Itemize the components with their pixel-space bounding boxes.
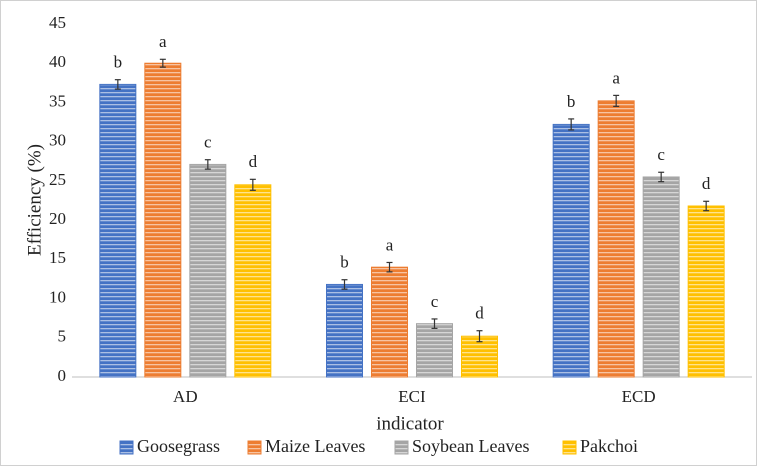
- x-axis-title: indicator: [376, 413, 444, 434]
- significance-letter: a: [386, 235, 394, 254]
- legend-label: Goosegrass: [137, 436, 220, 456]
- significance-letter: c: [431, 292, 439, 311]
- y-tick-label: 20: [49, 209, 66, 228]
- y-tick-label: 35: [49, 91, 66, 110]
- significance-letter: b: [114, 53, 123, 72]
- y-tick-label: 10: [49, 287, 66, 306]
- y-tick-label: 5: [58, 327, 67, 346]
- legend-label: Maize Leaves: [265, 436, 365, 456]
- significance-letter: d: [702, 174, 711, 193]
- bar: [416, 323, 453, 378]
- bar: [552, 123, 590, 378]
- legend-label: Pakchoi: [580, 436, 638, 456]
- y-tick-label: 30: [49, 131, 66, 150]
- bar: [371, 266, 408, 378]
- legend-swatch: [394, 440, 409, 455]
- bar: [326, 283, 363, 378]
- bar: [461, 335, 498, 378]
- significance-letter: a: [612, 68, 620, 87]
- significance-letter: c: [204, 133, 212, 152]
- bar: [234, 184, 272, 378]
- x-tick-label: ECD: [622, 387, 656, 406]
- significance-letter: d: [475, 304, 484, 323]
- significance-letter: c: [657, 145, 665, 164]
- significance-letter: d: [249, 152, 258, 171]
- significance-letter: b: [567, 92, 576, 111]
- x-tick-label: ECI: [398, 387, 426, 406]
- y-tick-label: 0: [58, 366, 67, 385]
- bar: [144, 62, 182, 378]
- y-tick-label: 45: [49, 13, 66, 32]
- legend-swatch: [562, 440, 577, 455]
- significance-letter: b: [340, 253, 349, 272]
- bar: [99, 83, 137, 378]
- legend-swatch: [119, 440, 134, 455]
- bar: [687, 205, 725, 378]
- legend-swatch: [247, 440, 262, 455]
- y-tick-label: 15: [49, 248, 66, 267]
- y-tick-label: 25: [49, 170, 66, 189]
- bar: [642, 176, 680, 378]
- y-tick-label: 40: [49, 52, 66, 71]
- legend-label: Soybean Leaves: [412, 436, 529, 456]
- y-axis-title: Efficiency (%): [24, 144, 45, 256]
- x-tick-label: AD: [173, 387, 198, 406]
- significance-letter: a: [159, 32, 167, 51]
- bar: [597, 100, 635, 378]
- bar: [189, 163, 227, 378]
